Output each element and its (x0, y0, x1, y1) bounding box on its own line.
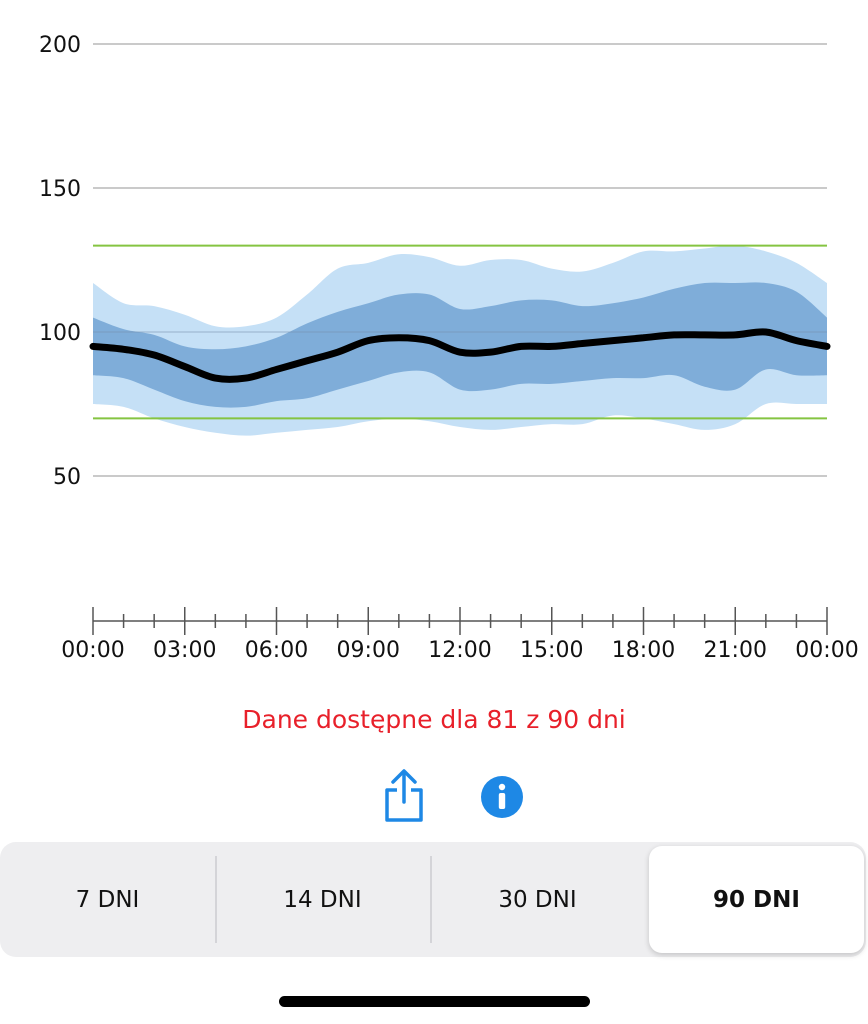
period-30-days[interactable]: 30 DNI (430, 842, 645, 957)
x-axis (92, 607, 828, 635)
x-tick-label: 15:00 (520, 638, 583, 663)
y-tick-label-150: 150 (39, 177, 81, 202)
info-icon[interactable] (480, 775, 524, 819)
x-tick-label: 09:00 (337, 638, 400, 663)
axis-labels: 50 100 150 200 00:00 03:00 06:00 09:00 12:00 15:0… (39, 33, 859, 663)
x-tick-label: 18:00 (612, 638, 675, 663)
share-icon[interactable] (382, 768, 426, 824)
period-90-days[interactable]: 90 DNI (649, 846, 864, 953)
x-tick-label: 12:00 (428, 638, 491, 663)
period-7-days[interactable]: 7 DNI (75, 886, 140, 913)
median-line (89, 328, 831, 383)
x-tick-label: 03:00 (153, 638, 216, 663)
band-25-75 (93, 282, 827, 408)
period-selector: 7 DNI 14 DNI 30 DNI 90 DNI (0, 842, 866, 957)
x-tick-label: 21:00 (704, 638, 767, 663)
data-availability-text: Dane dostępne dla 81 z 90 dni (242, 705, 626, 734)
y-tick-label-200: 200 (39, 33, 81, 58)
median-curve (89, 328, 831, 383)
y-tick-label-100: 100 (39, 321, 81, 346)
home-indicator (279, 996, 590, 1007)
percentile-bands (93, 245, 827, 436)
x-tick-label: 06:00 (245, 638, 308, 663)
period-14-days[interactable]: 14 DNI (215, 842, 430, 957)
y-tick-label-50: 50 (53, 465, 81, 490)
target-range-lines (93, 244, 827, 420)
agp-chart: 50 100 150 200 00:00 03:00 06:00 09:00 12:00 15:0… (39, 33, 859, 663)
x-tick-label: 00:00 (795, 638, 858, 663)
x-tick-label: 00:00 (61, 638, 124, 663)
